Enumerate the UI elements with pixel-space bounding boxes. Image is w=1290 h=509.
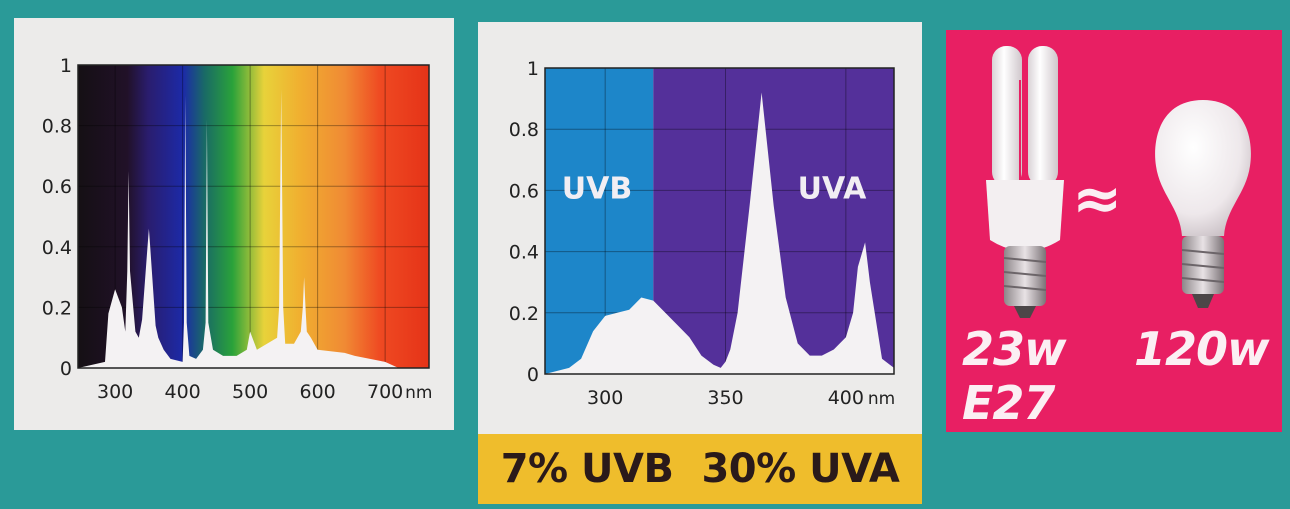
y-tick-label: 0.2 (509, 303, 539, 325)
uv-percentage-banner: 7% UVB 30% UVA (478, 434, 922, 504)
uvb-percentage: 7% UVB (500, 446, 674, 492)
x-tick-label: 300 (97, 381, 133, 403)
y-tick-label: 1 (527, 58, 539, 80)
x-tick-label: 350 (707, 387, 743, 409)
region-label-uvb: UVB (562, 171, 632, 206)
plot-frame (544, 67, 895, 375)
cfl-socket-label: E27 (962, 376, 1055, 430)
y-tick-label: 0.6 (509, 180, 539, 202)
region-label-uva: UVA (798, 171, 868, 206)
y-tick-label: 0 (60, 358, 72, 380)
y-tick-label: 1 (60, 55, 72, 77)
y-tick-label: 0.4 (42, 237, 72, 259)
y-tick-label: 0.6 (42, 176, 72, 198)
cfl-bulb-icon (986, 46, 1064, 318)
y-tick-label: 0 (527, 364, 539, 386)
y-tick-label: 0.8 (42, 116, 72, 138)
spectrum-background (78, 65, 429, 368)
y-tick-label: 0.4 (509, 242, 539, 264)
visible-spectrum-panel: 0 0.2 0.4 0.6 0.8 1 300 400 500 600 700 nm (14, 18, 454, 430)
approx-equal-icon: ≈ (1072, 164, 1123, 234)
incandescent-power-label: 120w (1134, 322, 1270, 376)
x-tick-label: 600 (299, 381, 335, 403)
x-tick-label: 300 (587, 387, 623, 409)
plot-frame (77, 64, 430, 369)
y-tick-label: 0.8 (509, 119, 539, 141)
x-unit-label: nm (868, 389, 895, 409)
cfl-power-label: 23w (962, 322, 1067, 376)
visible-spectrum-chart: 0 0.2 0.4 0.6 0.8 1 300 400 500 600 700 nm (42, 55, 433, 403)
x-tick-label: 700 (367, 381, 403, 403)
uv-spectrum-chart: 0 0.2 0.4 0.6 0.8 1 300 350 400 nm UVB UVA (509, 58, 895, 409)
y-tick-label: 0.2 (42, 297, 72, 319)
x-tick-label: 400 (828, 387, 864, 409)
emission-curve (545, 92, 894, 374)
x-unit-label: nm (405, 383, 432, 403)
uva-percentage: 30% UVA (701, 446, 900, 492)
incandescent-bulb-icon (1155, 100, 1251, 308)
x-tick-label: 400 (164, 381, 200, 403)
uv-spectrum-panel: 0 0.2 0.4 0.6 0.8 1 300 350 400 nm UVB UVA (478, 22, 922, 434)
x-tick-label: 500 (232, 381, 268, 403)
emission-curve (78, 89, 429, 368)
